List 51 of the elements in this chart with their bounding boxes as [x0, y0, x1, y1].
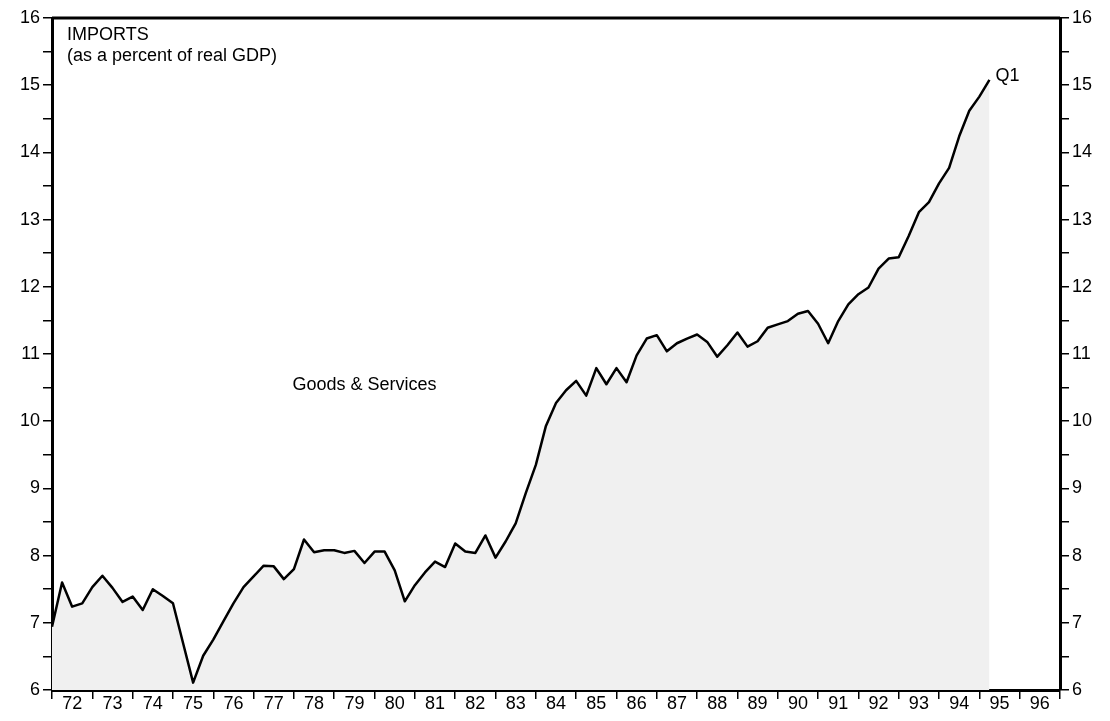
y2-tick-label: 9: [1072, 477, 1083, 498]
y-tick-label: 14: [19, 141, 40, 162]
x-tick-label: 79: [344, 692, 365, 713]
y2-tick-label: 12: [1072, 275, 1093, 296]
x-tick-label: 73: [102, 692, 123, 713]
x-tick-label: 88: [707, 692, 728, 713]
y2-tick-label: 11: [1072, 342, 1091, 363]
y2-tick-label: 14: [1072, 141, 1093, 162]
x-tick-label: 81: [425, 692, 446, 713]
x-tick-label: 87: [666, 692, 687, 713]
y-tick-label: 15: [19, 74, 40, 95]
y2-tick-label: 6: [1072, 678, 1083, 699]
x-tick-label: 80: [384, 692, 405, 713]
text: (as a percent of real GDP): [67, 44, 278, 65]
y2-tick-label: 8: [1072, 544, 1083, 565]
x-tick-label: 93: [908, 692, 929, 713]
x-tick-label: 94: [949, 692, 970, 713]
x-tick-label: 84: [545, 692, 567, 713]
x-tick-label: 96: [1029, 692, 1050, 713]
y2-tick-label: 13: [1072, 208, 1093, 229]
text: Goods & Services: [292, 373, 437, 394]
y-tick-label: 11: [21, 342, 40, 363]
x-tick-label: 82: [465, 692, 486, 713]
x-tick-label: 78: [304, 692, 325, 713]
y-tick-label: 7: [29, 611, 40, 632]
y-tick-label: 13: [19, 208, 40, 229]
y-tick-label: 6: [29, 678, 40, 699]
x-tick-label: 90: [787, 692, 808, 713]
y-tick-label: 12: [19, 275, 40, 296]
x-tick-label: 91: [828, 692, 849, 713]
x-tick-label: 89: [747, 692, 768, 713]
x-tick-label: 74: [142, 692, 163, 713]
chart-title: IMPORTS: [67, 23, 149, 44]
x-tick-label: 77: [263, 692, 284, 713]
x-tick-label: 85: [586, 692, 607, 713]
x-tick-label: 95: [989, 692, 1010, 713]
y-tick-label: 10: [19, 410, 40, 431]
y-tick-label: 16: [19, 6, 40, 27]
x-tick-label: 72: [62, 692, 83, 713]
x-tick-label: 75: [183, 692, 204, 713]
y-tick-label: 8: [29, 544, 40, 565]
y-tick-label: 9: [29, 477, 40, 498]
x-tick-label: 76: [223, 692, 244, 713]
x-tick-label: 92: [868, 692, 889, 713]
y2-tick-label: 10: [1072, 410, 1093, 431]
x-tick-label: 86: [626, 692, 647, 713]
annotation: Q1: [995, 64, 1020, 85]
x-tick-label: 83: [505, 692, 526, 713]
y2-tick-label: 16: [1072, 6, 1093, 27]
y2-tick-label: 7: [1072, 611, 1083, 632]
y2-tick-label: 15: [1072, 74, 1093, 95]
